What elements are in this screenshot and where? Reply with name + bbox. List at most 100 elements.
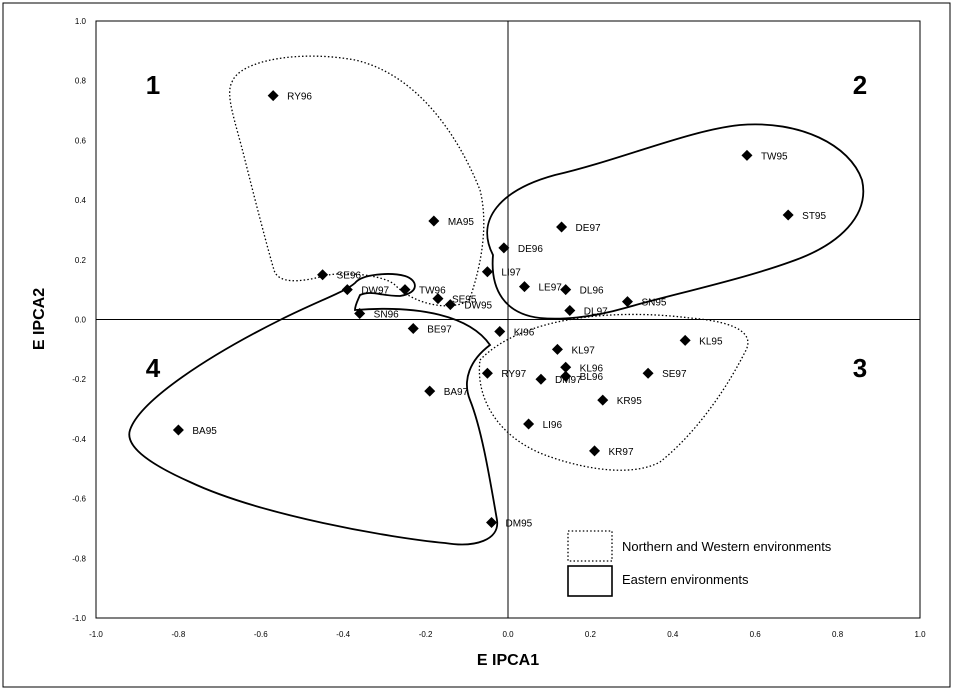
data-point-label: DL96 [580,286,604,297]
x-tick-label: -1.0 [89,630,103,639]
data-point-label: SE95 [452,295,477,306]
data-point-label: SN96 [374,310,399,321]
x-tick-label: 1.0 [914,630,926,639]
y-tick-label: -0.8 [72,554,86,563]
data-point-marker [444,299,456,311]
x-tick-labels: -1.0 -0.8 -0.6 -0.4 -0.2 0.0 0.2 0.4 0.6 0.8 1.0 [89,630,926,639]
y-tick-label: 0.0 [75,316,87,325]
data-point-marker [518,281,530,293]
data-point-marker [481,367,493,379]
northern-western-hull-lower [478,313,749,471]
data-point-marker [741,149,753,161]
data-point-label: TW96 [419,286,446,297]
eastern-hull-lower [128,273,498,546]
quadrant-label-1: 1 [146,70,160,100]
x-tick-label: -0.6 [254,630,268,639]
data-point-label: SN95 [641,298,666,309]
y-tick-label: 1.0 [75,17,87,26]
data-point-marker [399,284,411,296]
data-point-label: DW97 [361,286,389,297]
y-tick-label: 0.2 [75,256,87,265]
data-point-marker [523,418,535,430]
y-tick-label: -1.0 [72,614,86,623]
quadrant-label-4: 4 [146,353,161,383]
data-point-marker [267,90,279,102]
data-point-label: DL97 [584,307,608,318]
y-tick-label: 0.8 [75,77,87,86]
data-point-marker [428,215,440,227]
data-point-label: KI96 [514,327,535,338]
data-point-marker [407,322,419,334]
data-point-label: KL95 [699,336,723,347]
eastern-hull-upper [486,123,865,320]
data-point-label: MA95 [448,217,475,228]
data-point-label: TW95 [761,151,788,162]
data-point-label: KR95 [617,396,642,407]
legend-label-northern-western: Northern and Western environments [622,539,832,554]
legend-label-eastern: Eastern environments [622,572,749,587]
data-points: RY96 TW95 ST95 MA95 DE97 DE96 SE96 SE95 LI97 LE97… [172,90,826,529]
data-point-label: BE97 [427,324,452,335]
y-axis-title: E IPCA2 [31,288,48,350]
data-point-marker [551,343,563,355]
data-point-marker [679,334,691,346]
data-point-label: LI97 [501,268,521,279]
y-tick-label: 0.6 [75,136,87,145]
x-tick-label: 0.6 [750,630,762,639]
x-tick-label: 0.8 [832,630,844,639]
quadrant-label-2: 2 [853,70,867,100]
data-point-label: LI96 [543,420,563,431]
data-point-label: BA97 [444,387,469,398]
data-point-label: DM95 [506,518,533,529]
data-point-marker [486,516,498,528]
data-point-label: DM97 [555,375,582,386]
y-tick-label: -0.6 [72,495,86,504]
data-point-label: LE97 [538,283,562,294]
data-point-marker [494,325,506,337]
data-point-label: RY96 [287,92,312,103]
y-tick-label: -0.4 [72,435,86,444]
x-tick-label: -0.8 [172,630,186,639]
data-point-marker [317,269,329,281]
x-tick-label: 0.2 [585,630,597,639]
data-point-marker [535,373,547,385]
data-point-label: DW95 [464,301,492,312]
y-tick-labels: 1.0 0.8 0.6 0.4 0.2 0.0 -0.2 -0.4 -0.6 -0.8 -1.0 [72,17,86,623]
data-point-marker [481,266,493,278]
data-point-marker [597,394,609,406]
data-point-marker [560,361,572,373]
x-axis-title: E IPCA1 [477,652,539,669]
data-point-label: KL97 [571,345,595,356]
data-point-label: SE97 [662,369,687,380]
x-tick-label: -0.4 [336,630,350,639]
data-point-marker [432,293,444,305]
data-point-marker [341,284,353,296]
legend-swatch-dotted [567,530,613,562]
data-point-marker [621,296,633,308]
data-point-marker [564,305,576,317]
quadrant-label-3: 3 [853,353,867,383]
x-tick-label: -0.2 [419,630,433,639]
data-point-label: KL96 [580,363,604,374]
x-tick-label: 0.0 [502,630,514,639]
data-point-marker [560,284,572,296]
data-point-label: SE96 [337,271,362,282]
data-point-marker [556,221,568,233]
data-point-label: DE96 [518,244,543,255]
legend: Northern and Western environments Easter… [567,530,832,597]
data-point-marker [642,367,654,379]
data-point-label: BA95 [192,426,217,437]
data-point-marker [354,308,366,320]
data-point-label: ST95 [802,211,826,222]
y-tick-label: -0.2 [72,375,86,384]
data-point-marker [172,424,184,436]
y-tick-label: 0.4 [75,196,87,205]
data-point-marker [498,242,510,254]
data-point-label: DE97 [576,223,601,234]
data-point-marker [782,209,794,221]
legend-swatch-solid [567,565,613,597]
data-point-marker [424,385,436,397]
